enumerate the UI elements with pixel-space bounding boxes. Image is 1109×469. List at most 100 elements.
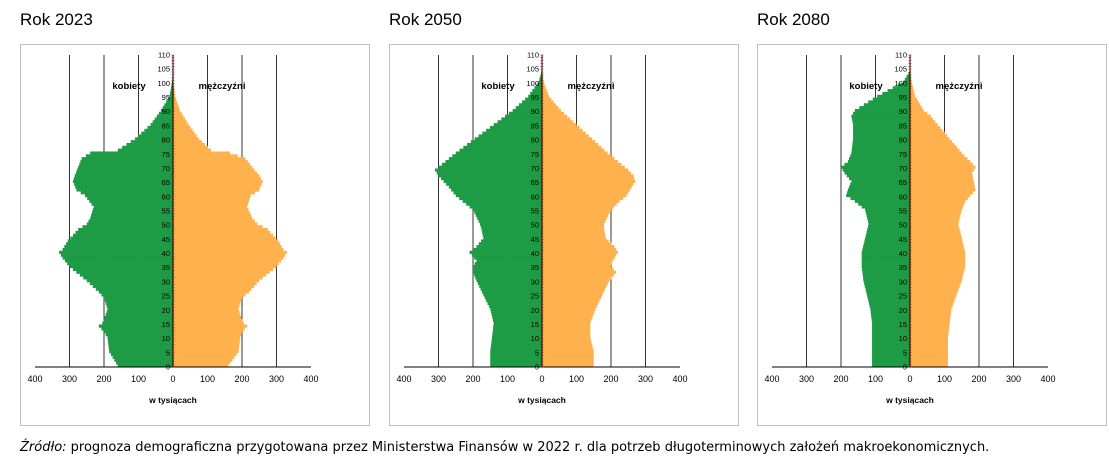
women-bar	[87, 196, 173, 201]
women-bar	[871, 315, 910, 320]
women-bar	[906, 74, 910, 79]
women-bar	[109, 350, 173, 354]
women-bar	[104, 315, 173, 320]
men-bar	[542, 230, 605, 235]
men-bar	[910, 219, 959, 223]
women-bar	[477, 216, 542, 220]
women-bar	[867, 216, 910, 220]
y-tick-label: 45	[162, 235, 170, 244]
population-pyramid-chart: 0 5 10 15 20 25 30 35 40 45 50 55 60 65 70 75 80 85 90 95 10…	[764, 51, 1055, 406]
women-bar	[101, 293, 173, 297]
women-bar	[492, 332, 542, 337]
women-bar	[490, 347, 542, 351]
men-bar	[173, 259, 282, 263]
women-bar	[846, 174, 910, 178]
women-bar	[872, 352, 910, 357]
men-label: mężczyźni	[568, 81, 615, 92]
women-bar	[490, 358, 542, 362]
women-bar	[908, 72, 910, 76]
men-bar	[542, 168, 629, 172]
men-bar	[910, 117, 933, 121]
women-bar	[479, 284, 542, 288]
women-bar	[532, 89, 542, 93]
men-bar	[542, 338, 591, 342]
women-bar	[167, 97, 173, 101]
women-bar	[122, 145, 173, 149]
women-bar	[108, 341, 173, 345]
men-bar	[542, 270, 617, 274]
men-bar	[542, 259, 613, 263]
men-bar	[173, 256, 284, 260]
men-bar	[910, 270, 964, 274]
women-bar	[863, 242, 910, 246]
women-bar	[482, 230, 542, 235]
men-bar	[910, 242, 964, 246]
women-bar	[117, 364, 173, 368]
women-bar	[62, 256, 173, 260]
men-bar	[910, 194, 971, 198]
men-bar	[542, 120, 574, 124]
women-bar	[863, 276, 910, 280]
women-bar	[164, 103, 173, 107]
men-bar	[910, 293, 957, 297]
men-bar	[910, 216, 960, 220]
men-bar	[542, 279, 610, 283]
men-bar	[173, 205, 248, 209]
y-tick-label: 20	[531, 306, 539, 315]
women-bar	[864, 284, 910, 288]
women-label: kobiety	[112, 81, 146, 92]
men-bar	[542, 321, 591, 325]
women-bar	[903, 80, 910, 84]
women-bar	[491, 341, 542, 345]
y-tick-label: 15	[531, 320, 539, 329]
men-bar	[173, 123, 189, 127]
men-bar	[910, 321, 950, 325]
y-tick-label: 15	[162, 320, 170, 329]
men-bar	[910, 364, 948, 368]
y-tick-label: 85	[531, 121, 539, 130]
women-bar	[114, 358, 173, 362]
men-bar	[542, 199, 620, 203]
women-bar	[861, 264, 910, 269]
y-tick-label: 50	[162, 221, 170, 230]
men-bar	[173, 233, 274, 237]
women-bar	[847, 159, 910, 164]
women-bar	[470, 140, 542, 144]
men-bar	[173, 213, 252, 218]
women-bar	[93, 205, 173, 209]
men-label: mężczyźni	[936, 81, 983, 92]
men-bar	[910, 174, 973, 178]
women-bar	[459, 148, 542, 152]
women-bar	[474, 211, 542, 215]
men-bar	[542, 330, 591, 334]
men-bar	[173, 171, 257, 175]
women-bar	[92, 208, 173, 212]
men-bar	[910, 341, 948, 345]
men-bar	[910, 123, 938, 127]
y-tick-label: 65	[899, 178, 907, 187]
women-bar	[867, 219, 910, 223]
women-bar	[865, 211, 910, 215]
men-bar	[542, 137, 593, 141]
men-bar	[542, 228, 605, 232]
men-bar	[173, 165, 253, 169]
men-bar	[542, 296, 601, 300]
women-bar	[870, 310, 910, 314]
men-bar	[542, 247, 617, 252]
men-bar	[910, 301, 954, 305]
men-bar	[542, 364, 594, 368]
women-bar	[160, 108, 173, 113]
women-bar	[112, 355, 173, 359]
women-bar	[867, 296, 910, 300]
women-bar	[872, 338, 910, 342]
women-bar	[150, 123, 173, 127]
x-tick-label: 300	[431, 374, 446, 384]
men-bar	[542, 106, 559, 110]
men-bar	[910, 131, 945, 135]
women-bar	[169, 94, 173, 98]
women-bar	[866, 213, 910, 218]
women-bar	[436, 171, 542, 175]
men-bar	[542, 233, 606, 237]
men-bar	[910, 315, 951, 320]
women-bar	[851, 151, 910, 155]
